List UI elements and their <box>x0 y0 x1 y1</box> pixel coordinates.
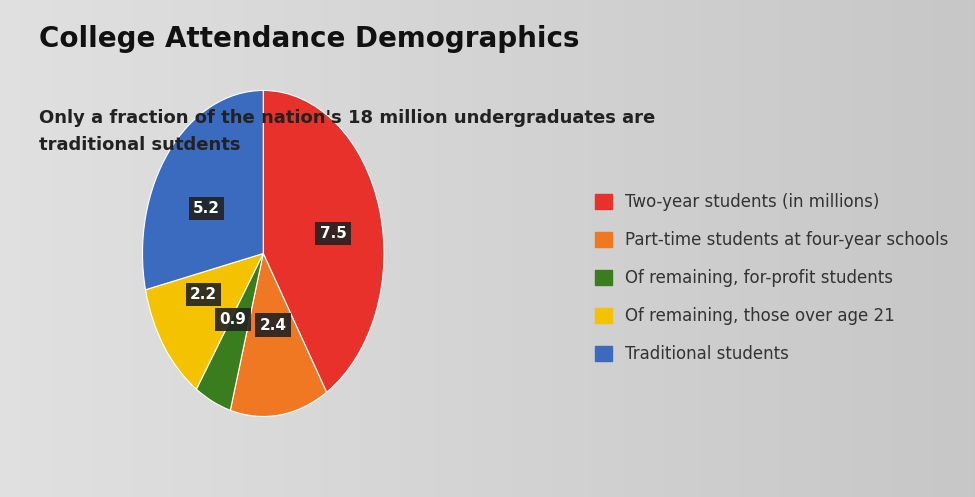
Wedge shape <box>196 253 263 411</box>
Wedge shape <box>263 90 384 392</box>
Text: 2.4: 2.4 <box>259 318 287 332</box>
Text: 0.9: 0.9 <box>219 312 247 327</box>
Text: College Attendance Demographics: College Attendance Demographics <box>39 25 579 53</box>
Text: Only a fraction of the nation's 18 million undergraduates are
traditional sutden: Only a fraction of the nation's 18 milli… <box>39 109 655 154</box>
Text: 2.2: 2.2 <box>190 287 217 302</box>
Text: 5.2: 5.2 <box>193 201 220 216</box>
Legend: Two-year students (in millions), Part-time students at four-year schools, Of rem: Two-year students (in millions), Part-ti… <box>587 185 956 372</box>
Wedge shape <box>230 253 327 416</box>
Text: 7.5: 7.5 <box>320 226 346 241</box>
Wedge shape <box>142 90 263 290</box>
Wedge shape <box>145 253 263 389</box>
